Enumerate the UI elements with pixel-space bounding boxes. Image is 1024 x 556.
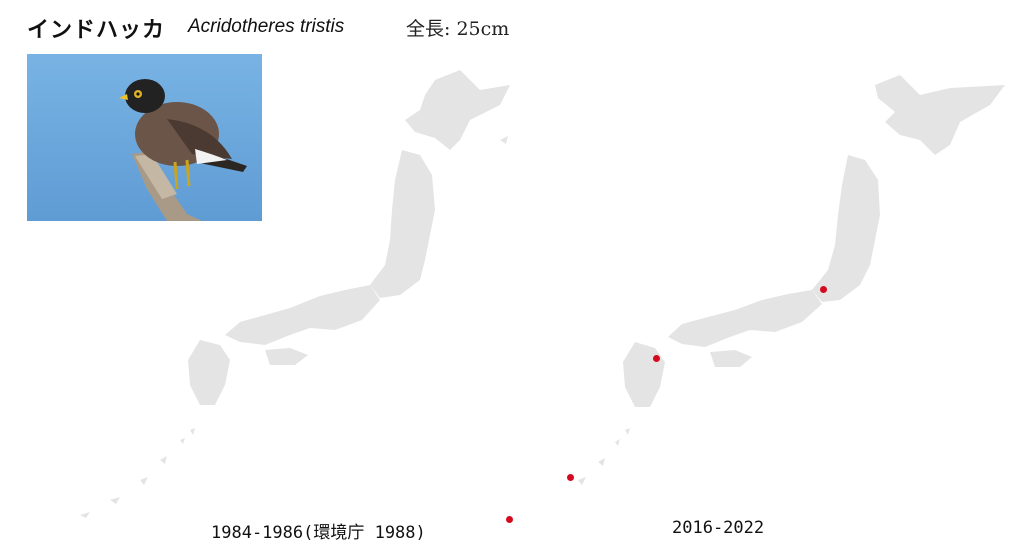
distribution-map-2016: [530, 60, 1010, 520]
japan-map-icon: [578, 75, 1005, 485]
distribution-map-1984: [40, 60, 510, 520]
bird-photo: [27, 54, 262, 221]
record-dot-sakishima: [506, 516, 513, 523]
species-scientific-name: Acridotheres tristis: [188, 16, 345, 37]
map-caption-2016: 2016-2022: [672, 518, 765, 538]
species-length-label: 全長: 25cm: [406, 18, 510, 40]
record-dot-kanto: [820, 286, 827, 293]
species-japanese-name: インドハッカ: [27, 18, 166, 43]
record-dot-kyushu: [653, 355, 660, 362]
japan-map-icon: [80, 70, 510, 518]
record-dot-okinawa: [567, 474, 574, 481]
map-caption-1984: 1984-1986(環境庁 1988): [211, 523, 426, 543]
myna-bird-icon: [27, 54, 262, 221]
